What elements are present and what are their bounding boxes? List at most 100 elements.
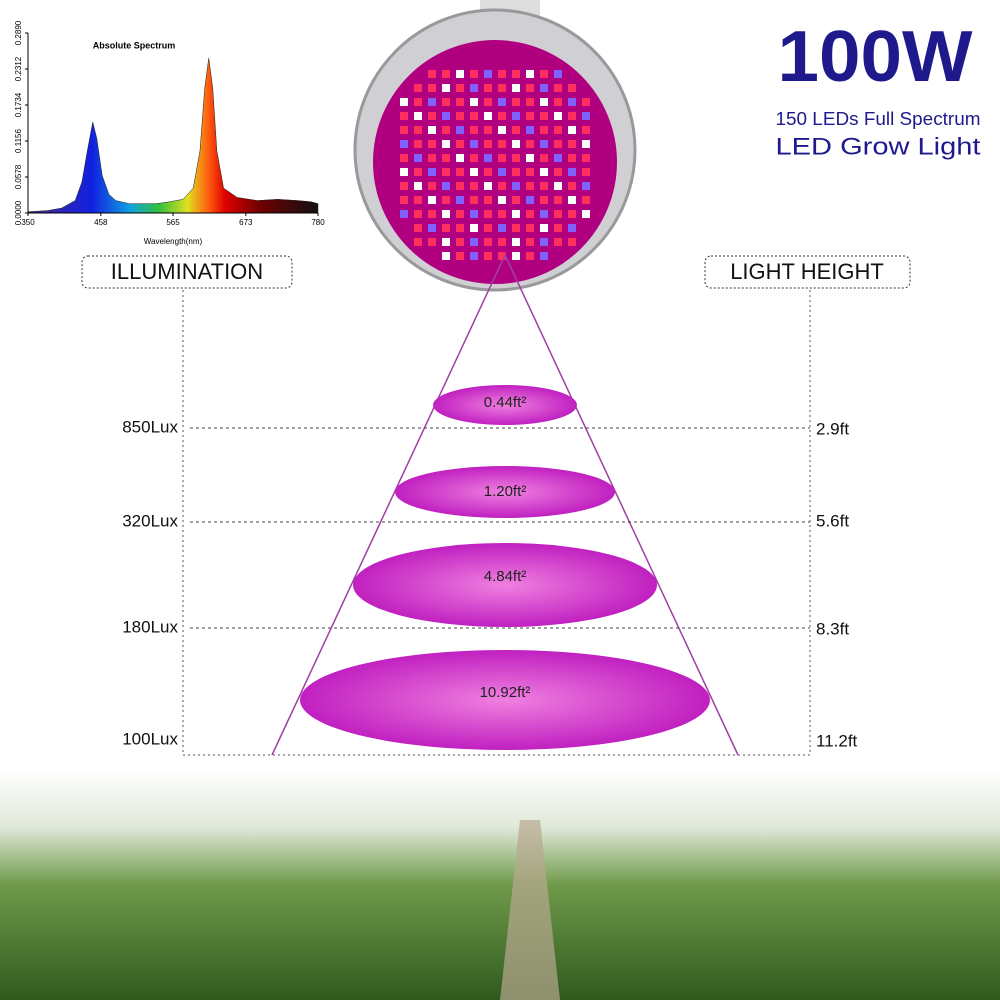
led: [540, 70, 548, 78]
led: [470, 70, 478, 78]
column-box: [81, 255, 293, 289]
led: [498, 196, 506, 204]
x-tick-label: 780: [311, 218, 325, 227]
led: [414, 112, 422, 120]
led: [470, 224, 478, 232]
height-label: 5.6ft: [816, 511, 849, 530]
led: [456, 252, 464, 260]
led: [526, 196, 534, 204]
led: [414, 196, 422, 204]
led: [428, 126, 436, 134]
area-label: 1.20ft²: [484, 483, 527, 500]
led: [456, 112, 464, 120]
led: [414, 154, 422, 162]
led: [568, 84, 576, 92]
led: [540, 84, 548, 92]
led: [498, 154, 506, 162]
y-tick-label: 0.1156: [14, 129, 23, 153]
y-tick-label: 0.1734: [14, 92, 23, 117]
led: [484, 70, 492, 78]
led: [540, 126, 548, 134]
led: [526, 182, 534, 190]
led: [554, 98, 562, 106]
led: [428, 84, 436, 92]
plant-field: [0, 770, 1000, 1000]
led: [554, 112, 562, 120]
led: [526, 70, 534, 78]
led: [568, 224, 576, 232]
led: [512, 224, 520, 232]
led: [498, 84, 506, 92]
led: [582, 140, 590, 148]
product-name: LED Grow Light: [776, 133, 981, 160]
led: [442, 252, 450, 260]
area-label: 10.92ft²: [480, 684, 531, 701]
led: [498, 98, 506, 106]
led: [442, 168, 450, 176]
power: 100W: [778, 17, 973, 97]
led: [428, 140, 436, 148]
led: [568, 140, 576, 148]
led: [582, 126, 590, 134]
led: [456, 196, 464, 204]
led: [442, 196, 450, 204]
led: [470, 112, 478, 120]
led: [470, 252, 478, 260]
column-box: [704, 255, 911, 289]
led: [582, 112, 590, 120]
led: [540, 98, 548, 106]
led: [456, 182, 464, 190]
led: [484, 210, 492, 218]
led: [498, 140, 506, 148]
led: [400, 196, 408, 204]
coverage-diagram: [182, 253, 811, 756]
column-title: LIGHT HEIGHT: [730, 259, 884, 284]
led: [428, 182, 436, 190]
led: [498, 252, 506, 260]
led: [428, 70, 436, 78]
led: [484, 182, 492, 190]
led: [512, 252, 520, 260]
led: [540, 168, 548, 176]
led: [456, 210, 464, 218]
led: [582, 154, 590, 162]
led: [442, 70, 450, 78]
led: [512, 182, 520, 190]
x-axis-label: Wavelength(nm): [144, 237, 203, 246]
led: [442, 210, 450, 218]
led: [428, 112, 436, 120]
y-tick-label: 0.2312: [14, 56, 23, 81]
led: [568, 126, 576, 134]
led: [512, 70, 520, 78]
led: [526, 168, 534, 176]
led: [498, 210, 506, 218]
led: [400, 140, 408, 148]
led: [512, 238, 520, 246]
led: [498, 168, 506, 176]
led: [512, 140, 520, 148]
led: [540, 224, 548, 232]
led: [526, 224, 534, 232]
led: [540, 182, 548, 190]
led: [568, 196, 576, 204]
y-tick-label: 0.2890: [14, 20, 23, 45]
height-label: 11.2ft: [816, 731, 858, 750]
led: [526, 238, 534, 246]
led: [526, 154, 534, 162]
led: [568, 182, 576, 190]
led: [484, 196, 492, 204]
led: [442, 84, 450, 92]
led: [484, 140, 492, 148]
led: [484, 154, 492, 162]
led: [554, 70, 562, 78]
x-tick-label: 565: [166, 218, 180, 227]
led: [442, 238, 450, 246]
led: [470, 126, 478, 134]
led: [456, 224, 464, 232]
led: [554, 126, 562, 134]
x-tick-label: 458: [94, 218, 108, 227]
led: [498, 238, 506, 246]
led: [484, 84, 492, 92]
led: [582, 98, 590, 106]
led: [512, 210, 520, 218]
